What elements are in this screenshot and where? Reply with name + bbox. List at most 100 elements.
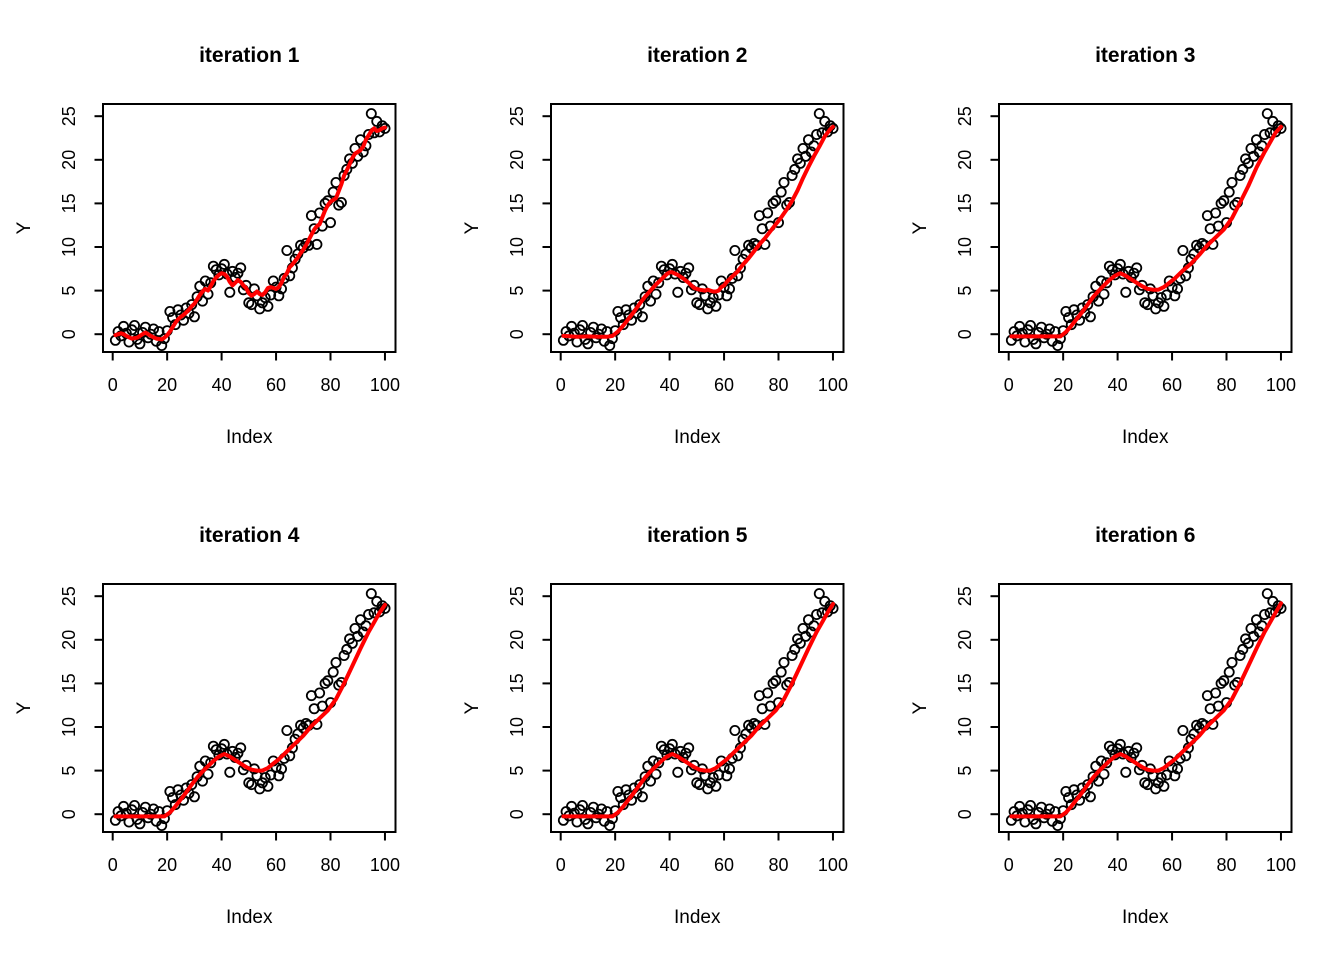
data-point xyxy=(1177,724,1189,736)
data-point xyxy=(636,311,648,323)
data-point xyxy=(786,169,798,181)
data-point xyxy=(666,738,678,750)
data-point xyxy=(267,275,279,287)
data-point xyxy=(273,770,285,782)
x-axis: 0 20 40 60 80 100 xyxy=(556,352,848,395)
data-point xyxy=(778,176,790,188)
data-point xyxy=(762,687,774,699)
data-point xyxy=(802,614,814,626)
data-point xyxy=(767,677,779,689)
x-tick-label: 80 xyxy=(1216,855,1236,875)
data-point xyxy=(1120,766,1132,778)
x-tick-label: 20 xyxy=(157,855,177,875)
data-point xyxy=(333,199,345,211)
data-point xyxy=(1024,319,1036,331)
data-point xyxy=(1052,819,1064,831)
data-point xyxy=(265,289,277,301)
data-point xyxy=(1101,277,1113,289)
panel-iteration-2: iteration 2 0 20 40 60 80 100 0 5 10 15 20 25 Index Y xyxy=(462,44,848,448)
x-tick-label: 100 xyxy=(1266,375,1296,395)
data-point xyxy=(1210,207,1222,219)
data-point xyxy=(794,157,806,169)
x-tick-label: 100 xyxy=(818,375,848,395)
x-tick-label: 100 xyxy=(1266,855,1296,875)
data-point xyxy=(748,717,760,729)
data-point xyxy=(704,297,716,309)
x-tick-label: 100 xyxy=(370,855,400,875)
data-point xyxy=(147,803,159,815)
data-point xyxy=(314,687,326,699)
y-tick-label: 10 xyxy=(955,237,975,257)
data-point xyxy=(281,724,293,736)
data-point xyxy=(319,677,331,689)
y-tick-label: 15 xyxy=(59,193,79,213)
data-point xyxy=(1114,738,1126,750)
x-axis-title: Index xyxy=(226,427,273,448)
data-point xyxy=(265,769,277,781)
x-tick-label: 20 xyxy=(605,855,625,875)
data-point xyxy=(1223,186,1235,198)
data-point xyxy=(1171,283,1183,295)
data-point xyxy=(365,108,377,120)
data-point xyxy=(188,311,200,323)
x-tick-label: 60 xyxy=(1162,855,1182,875)
x-axis-title: Index xyxy=(674,427,721,448)
data-point xyxy=(775,666,787,678)
y-axis: 0 5 10 15 20 25 xyxy=(955,106,999,339)
data-point xyxy=(1024,799,1036,811)
data-point xyxy=(710,300,722,312)
data-point xyxy=(354,614,366,626)
data-point xyxy=(1131,262,1143,274)
x-tick-label: 80 xyxy=(320,375,340,395)
plot-frame xyxy=(998,583,1293,833)
data-point xyxy=(1169,290,1181,302)
data-point xyxy=(1250,134,1262,146)
y-tick-label: 25 xyxy=(59,106,79,126)
data-point xyxy=(330,656,342,668)
x-tick-label: 100 xyxy=(818,855,848,875)
x-tick-label: 80 xyxy=(768,375,788,395)
y-tick-label: 25 xyxy=(59,586,79,606)
plot-frame xyxy=(102,103,397,353)
y-tick-label: 10 xyxy=(507,717,527,737)
data-point xyxy=(262,300,274,312)
x-axis: 0 20 40 60 80 100 xyxy=(1004,832,1296,875)
x-axis-title: Index xyxy=(674,907,721,928)
x-tick-label: 40 xyxy=(660,375,680,395)
y-tick-label: 0 xyxy=(507,329,527,339)
data-point xyxy=(1259,608,1271,620)
x-axis-title: Index xyxy=(1122,907,1169,928)
data-point xyxy=(335,196,347,208)
y-tick-label: 20 xyxy=(507,630,527,650)
x-tick-label: 40 xyxy=(660,855,680,875)
y-tick-label: 20 xyxy=(955,150,975,170)
data-point xyxy=(1142,779,1154,791)
data-point xyxy=(1242,637,1254,649)
smooth-curve xyxy=(561,124,835,339)
x-tick-label: 20 xyxy=(1053,375,1073,395)
data-point xyxy=(683,262,695,274)
data-point xyxy=(1261,108,1273,120)
data-point xyxy=(365,588,377,600)
data-point xyxy=(156,819,168,831)
x-tick-label: 0 xyxy=(556,375,566,395)
data-point xyxy=(218,258,230,270)
x-tick-label: 80 xyxy=(1216,375,1236,395)
plot-frame xyxy=(550,583,845,833)
data-point xyxy=(246,299,258,311)
y-tick-label: 20 xyxy=(507,150,527,170)
smooth-curve xyxy=(113,125,387,342)
data-point xyxy=(811,128,823,140)
data-point xyxy=(1234,169,1246,181)
y-tick-label: 10 xyxy=(507,237,527,257)
data-point xyxy=(295,719,307,731)
x-tick-label: 0 xyxy=(556,855,566,875)
data-point xyxy=(256,777,268,789)
y-tick-label: 5 xyxy=(59,286,79,296)
data-point xyxy=(743,239,755,251)
y-axis: 0 5 10 15 20 25 xyxy=(59,586,103,819)
y-axis-title: Y xyxy=(14,221,35,234)
y-tick-label: 15 xyxy=(507,193,527,213)
y-tick-label: 0 xyxy=(59,809,79,819)
data-point xyxy=(341,643,353,655)
